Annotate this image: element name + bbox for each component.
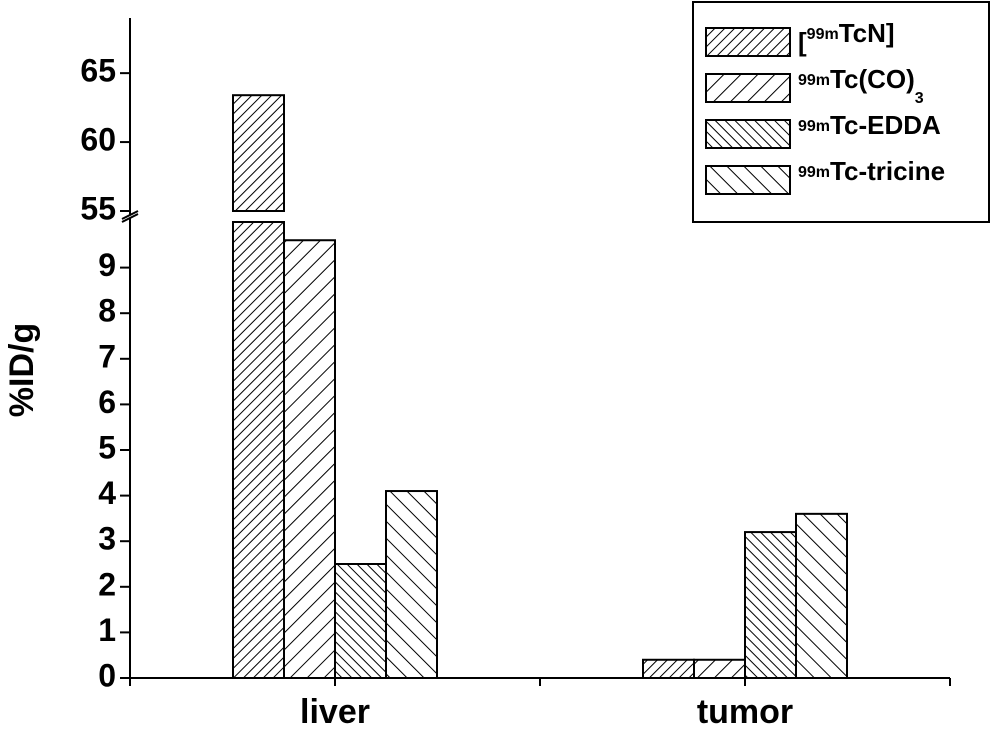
legend-label: 99mTc(CO)3: [798, 64, 924, 107]
y-tick-label: 7: [98, 338, 116, 374]
y-tick-label: 60: [80, 122, 116, 158]
y-tick-label: 9: [98, 247, 116, 283]
bar: [744, 531, 797, 680]
bar: [693, 658, 746, 680]
axis-break: [121, 210, 139, 220]
y-tick-label: 4: [98, 475, 116, 511]
y-tick-label: 5: [98, 429, 116, 465]
bar: [283, 239, 336, 680]
x-tick-label: liver: [300, 693, 370, 731]
bar: [795, 512, 848, 680]
axis-break: [121, 213, 139, 223]
bar: [334, 563, 387, 679]
legend-swatch: [705, 73, 791, 103]
legend-label: 99mTc-EDDA: [798, 110, 941, 140]
legend-label: [99mTcN]: [798, 18, 895, 57]
y-tick-label: 3: [98, 521, 116, 557]
bar: [385, 490, 438, 680]
y-axis-label: %ID/g: [3, 323, 41, 417]
y-tick-label: 55: [80, 190, 116, 226]
bar: [232, 94, 285, 212]
y-tick-label: 6: [98, 384, 116, 420]
legend-swatch: [705, 27, 791, 57]
legend-swatch: [705, 165, 791, 195]
y-tick-label: 2: [98, 566, 116, 602]
bar: [642, 658, 695, 680]
legend-swatch: [705, 119, 791, 149]
bar: [232, 221, 285, 679]
y-tick-label: 8: [98, 293, 116, 329]
y-tick-label: 0: [98, 657, 116, 693]
x-tick-label: tumor: [697, 693, 793, 731]
y-tick-label: 1: [98, 612, 116, 648]
y-tick-label: 65: [80, 53, 116, 89]
legend-label: 99mTc-tricine: [798, 156, 945, 186]
